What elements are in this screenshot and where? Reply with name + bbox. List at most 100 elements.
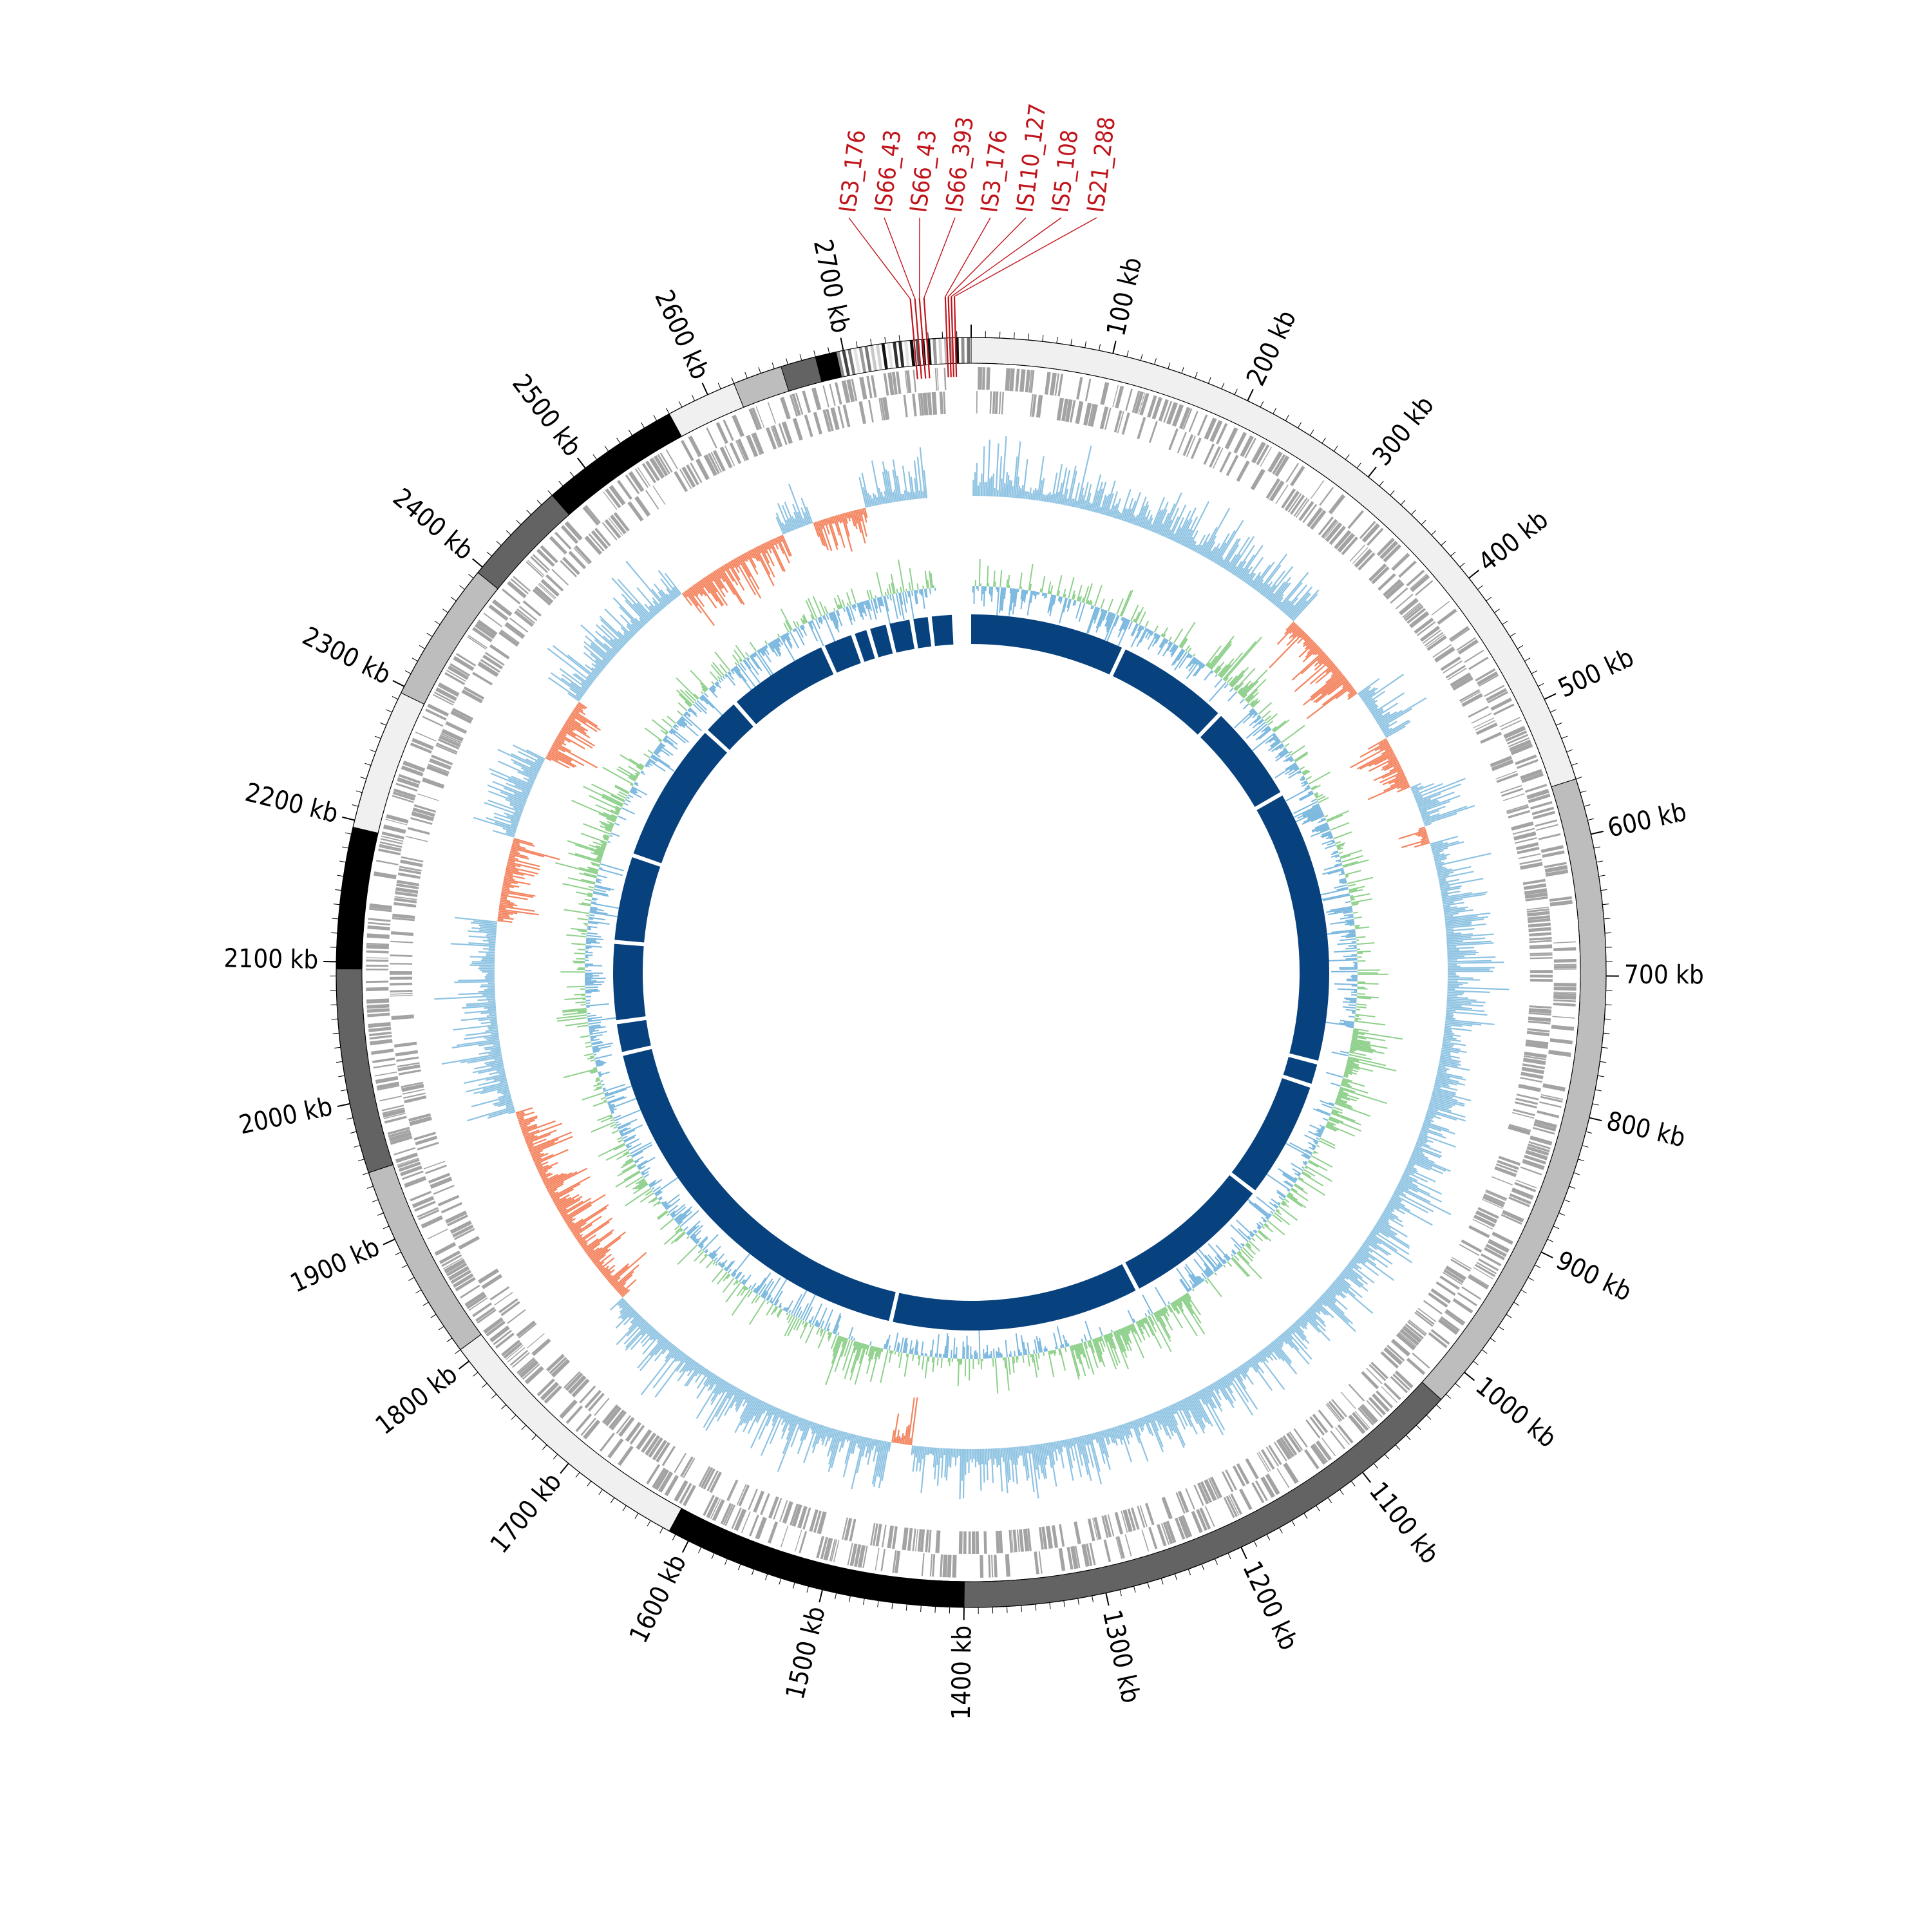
gc-bar xyxy=(1445,1019,1495,1025)
skew-bar xyxy=(1233,1255,1240,1262)
gc-bar xyxy=(612,1280,619,1287)
skew-bar xyxy=(595,804,619,816)
gc-bar xyxy=(1181,1399,1192,1419)
skew-bar xyxy=(1352,1030,1403,1040)
skew-bar xyxy=(1231,1237,1242,1249)
gc-bar xyxy=(1132,1420,1149,1462)
gc-bar xyxy=(788,517,795,531)
gc-bar xyxy=(583,652,605,670)
gc-bar xyxy=(513,806,524,812)
gene-feature xyxy=(605,1406,622,1426)
skew-bar xyxy=(876,572,884,597)
skew-bar xyxy=(752,1287,757,1293)
gc-bar xyxy=(1440,1054,1460,1059)
gc-bar xyxy=(1085,493,1092,511)
gc-bar xyxy=(1155,509,1168,534)
skew-bar xyxy=(1079,596,1083,602)
gene-feature xyxy=(404,1095,427,1104)
gc-bar xyxy=(1100,1430,1110,1458)
gene-feature xyxy=(379,841,402,848)
minor-tick xyxy=(446,1338,453,1342)
skew-bar xyxy=(1336,842,1345,847)
minor-tick xyxy=(377,1213,384,1216)
gc-bar xyxy=(626,1318,645,1337)
skew-bar xyxy=(1316,1130,1323,1135)
skew-bar xyxy=(866,1344,869,1350)
gc-bar xyxy=(793,511,801,528)
gc-bar xyxy=(493,812,520,822)
skew-bar xyxy=(1177,1298,1183,1308)
gene-feature xyxy=(381,1104,404,1112)
minor-tick xyxy=(1028,333,1030,341)
gc-bar xyxy=(748,550,753,558)
gc-bar xyxy=(665,1345,676,1359)
gene-feature xyxy=(1500,784,1522,793)
skew-bar xyxy=(575,891,593,896)
skew-bar xyxy=(886,1334,891,1350)
gene-feature xyxy=(1405,1323,1424,1340)
skew-bar xyxy=(636,1160,648,1168)
gene-feature xyxy=(1151,397,1162,420)
skew-bar xyxy=(615,1121,619,1124)
skew-bar xyxy=(1323,864,1343,871)
gc-bar xyxy=(806,506,813,524)
skew-bar xyxy=(609,1098,636,1110)
gene-feature xyxy=(390,989,413,993)
contig-stripe xyxy=(881,343,888,370)
contig-stripe xyxy=(967,337,971,364)
contig-stripe xyxy=(904,341,910,367)
gene-feature xyxy=(1426,635,1447,651)
gc-bar xyxy=(1335,685,1353,699)
gene-feature xyxy=(1283,1463,1299,1484)
skew-bar xyxy=(1240,1249,1253,1262)
gc-bar xyxy=(1445,1020,1482,1026)
gc-bar xyxy=(1213,542,1227,563)
gene-feature xyxy=(1139,1505,1148,1528)
gene-feature xyxy=(868,399,874,422)
gc-bar xyxy=(721,1382,729,1394)
skew-bar xyxy=(1256,1226,1260,1230)
skew-bar xyxy=(700,1245,704,1249)
gene-feature xyxy=(690,462,703,484)
skew-bar xyxy=(1095,1338,1103,1355)
skew-bar xyxy=(1057,591,1061,596)
gene-feature xyxy=(393,898,417,904)
minor-tick xyxy=(647,1520,651,1526)
skew-bar xyxy=(658,1202,661,1205)
skew-bar xyxy=(672,1206,687,1218)
skew-bar xyxy=(1247,1235,1252,1240)
skew-bar xyxy=(603,838,609,841)
skew-bar xyxy=(1262,1220,1267,1224)
minor-tick xyxy=(1604,918,1611,920)
skew-bar xyxy=(1337,1095,1350,1101)
gc-bar xyxy=(856,1435,860,1444)
skew-bar xyxy=(1083,1341,1095,1375)
gc-bar xyxy=(1414,777,1466,799)
gc-bar xyxy=(1437,1070,1447,1074)
gc-bar xyxy=(1236,1367,1247,1380)
gene-feature xyxy=(1081,1544,1090,1567)
skew-bar xyxy=(1162,627,1169,638)
minor-tick xyxy=(360,777,367,780)
skew-bar xyxy=(920,1341,924,1356)
gc-bar xyxy=(1408,1160,1430,1171)
gene-feature xyxy=(1012,1530,1018,1553)
skew-bar xyxy=(776,1308,782,1316)
minor-tick xyxy=(1441,540,1446,546)
gc-bar xyxy=(1446,1001,1472,1005)
gc-bar xyxy=(1386,1205,1395,1211)
skew-bar xyxy=(842,1337,845,1342)
gc-bar xyxy=(779,1410,784,1418)
gc-bar xyxy=(1374,742,1390,752)
skew-bar xyxy=(1216,1255,1226,1265)
skew-bar xyxy=(1343,859,1369,868)
skew-bar xyxy=(1320,831,1332,838)
gc-bar xyxy=(878,488,883,505)
minor-tick xyxy=(1586,1131,1593,1134)
skew-bar xyxy=(1282,1172,1297,1182)
gene-feature xyxy=(723,419,734,441)
skew-bar xyxy=(722,1277,735,1293)
gc-bar xyxy=(1311,674,1344,701)
gc-bar xyxy=(840,513,853,552)
skew-bar xyxy=(604,826,613,830)
